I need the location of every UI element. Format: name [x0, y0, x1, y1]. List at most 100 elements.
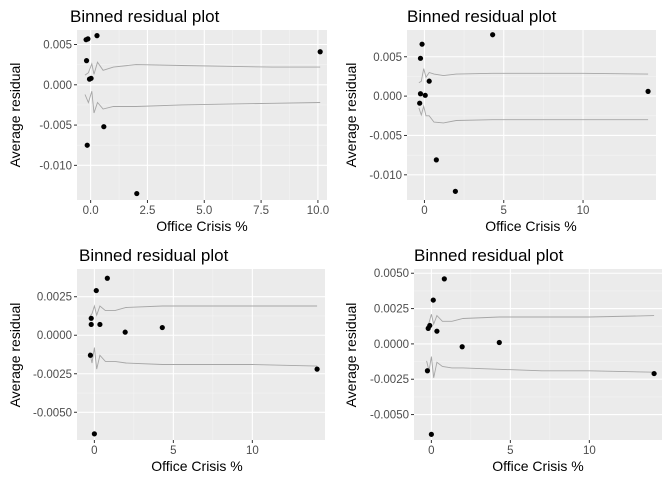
- chart-panel-1: 0.0 2.5 5.0 7.5 10.0 0.005 0.000 -0.005 -0.010 B…: [7, 7, 329, 234]
- lower-error-band-line: [426, 356, 655, 378]
- panel-1-title: Binned residual plot: [70, 7, 220, 26]
- y-tick-label: -0.0025: [370, 374, 409, 386]
- y-tick-label: -0.005: [369, 130, 402, 142]
- residual-point: [122, 329, 128, 335]
- y-tick-label: 0.0000: [37, 330, 72, 342]
- residual-point: [84, 142, 90, 148]
- residual-point: [134, 190, 140, 197]
- panel-2-title: Binned residual plot: [407, 7, 557, 26]
- residual-point: [434, 328, 440, 334]
- lower-error-band-line: [84, 91, 321, 114]
- panel-4-plot-area: 0 5 10 0.0050 0.0025 0.0000 -0.0025 -0.0050: [370, 268, 662, 457]
- residual-point: [91, 431, 97, 437]
- upper-error-band-line: [89, 304, 318, 318]
- residual-point: [417, 91, 424, 97]
- residual-point: [424, 368, 431, 374]
- x-tick-label: 0.0: [83, 205, 99, 217]
- residual-point: [419, 41, 425, 47]
- residual-point: [317, 49, 323, 55]
- y-tick-label: -0.010: [369, 170, 402, 182]
- residual-point: [88, 321, 94, 328]
- y-tick-label: 0.0050: [374, 268, 409, 280]
- panel-1-plot-area: 0.0 2.5 5.0 7.5 10.0 0.005 0.000 -0.005 -0.010: [39, 30, 329, 217]
- residual-point: [645, 88, 651, 94]
- residual-point: [417, 55, 424, 61]
- y-tick-label: 0.0025: [374, 304, 409, 316]
- x-tick-label: 0: [421, 205, 427, 217]
- residual-point: [430, 297, 436, 303]
- residual-point: [83, 58, 90, 64]
- residual-point: [427, 322, 433, 329]
- residual-point: [422, 92, 428, 98]
- residual-point: [459, 344, 465, 350]
- y-tick-label: 0.005: [373, 52, 402, 64]
- plot-background: [77, 30, 327, 200]
- x-tick-label: 10: [246, 445, 259, 457]
- x-tick-label: 5: [507, 445, 513, 457]
- panel-4-title: Binned residual plot: [414, 246, 564, 265]
- residual-point: [314, 366, 320, 372]
- lower-error-band-line: [418, 104, 649, 124]
- y-tick-label: -0.0050: [370, 410, 409, 422]
- upper-error-band-line: [418, 68, 649, 84]
- lower-error-band-line: [89, 347, 318, 370]
- residual-point: [104, 275, 110, 281]
- panel-1-y-axis-label: Average residual: [7, 63, 23, 168]
- residual-point: [426, 78, 432, 84]
- residual-point: [417, 100, 423, 106]
- panel-2-x-axis-label: Office Crisis %: [485, 218, 577, 234]
- x-tick-label: 2.5: [139, 205, 155, 217]
- residual-point: [651, 370, 657, 377]
- residual-point: [88, 75, 94, 81]
- y-tick-label: -0.0050: [33, 407, 72, 419]
- residual-point: [87, 352, 94, 358]
- residual-point: [101, 124, 107, 130]
- x-tick-label: 5.0: [196, 205, 212, 217]
- residual-point: [496, 339, 502, 346]
- y-tick-label: -0.010: [39, 160, 72, 172]
- chart-panel-4: 0 5 10 0.0050 0.0025 0.0000 -0.0025 -0.0050 Bin…: [343, 246, 662, 474]
- panel-4-x-axis-label: Office Crisis %: [492, 458, 584, 474]
- x-tick-label: 10: [577, 205, 590, 217]
- x-tick-label: 0: [91, 445, 97, 457]
- residual-point: [94, 33, 100, 39]
- panel-1-x-axis-label: Office Crisis %: [156, 218, 248, 234]
- x-tick-label: 5: [170, 445, 176, 457]
- panel-3-plot-area: 0 5 10 0.0025 0.0000 -0.0025 -0.0050: [33, 269, 325, 457]
- residual-point: [159, 324, 165, 331]
- panel-3-x-axis-label: Office Crisis %: [151, 458, 243, 474]
- panel-2-y-axis-label: Average residual: [343, 63, 359, 168]
- residual-point: [97, 321, 103, 328]
- y-tick-label: -0.0025: [33, 369, 72, 381]
- panel-2-plot-area: 0 5 10 0.005 0.000 -0.005 -0.010: [369, 30, 656, 217]
- y-tick-label: 0.0000: [374, 339, 409, 351]
- residual-point: [441, 276, 447, 282]
- panel-4-y-axis-label: Average residual: [343, 303, 359, 408]
- panel-3-y-axis-label: Average residual: [7, 303, 23, 408]
- y-tick-label: 0.005: [43, 40, 72, 52]
- chart-panel-2: 0 5 10 0.005 0.000 -0.005 -0.010 Binned residu…: [343, 7, 656, 234]
- residual-point: [428, 431, 434, 437]
- residual-point: [452, 188, 458, 194]
- x-tick-label: 0: [428, 445, 434, 457]
- plot-background: [414, 269, 662, 440]
- upper-error-band-line: [84, 61, 321, 76]
- x-tick-label: 5: [501, 205, 507, 217]
- x-tick-label: 7.5: [253, 205, 269, 217]
- residual-point: [85, 36, 91, 42]
- y-tick-label: 0.000: [43, 80, 72, 92]
- residual-point: [490, 32, 496, 38]
- x-tick-label: 10: [583, 445, 596, 457]
- plot-background: [407, 30, 656, 200]
- residual-point: [88, 315, 94, 321]
- y-tick-label: 0.000: [373, 91, 402, 103]
- y-tick-label: -0.005: [39, 120, 72, 132]
- chart-panel-3: 0 5 10 0.0025 0.0000 -0.0025 -0.0050 Binned re…: [7, 246, 325, 474]
- upper-error-band-line: [426, 314, 655, 328]
- panel-3-title: Binned residual plot: [79, 246, 229, 265]
- residual-point: [433, 157, 439, 163]
- residual-point: [93, 287, 99, 294]
- x-tick-label: 10.0: [307, 205, 329, 217]
- y-tick-label: 0.0025: [37, 292, 72, 304]
